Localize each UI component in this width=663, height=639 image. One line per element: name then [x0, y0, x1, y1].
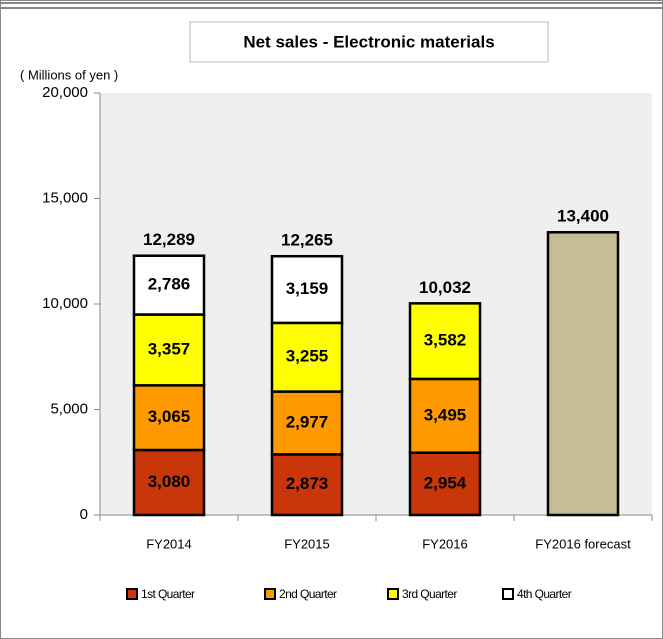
- total-label: 12,289: [143, 230, 195, 249]
- legend-swatch: [387, 588, 399, 600]
- data-label: 13,400: [557, 207, 609, 226]
- chart-title: Net sales - Electronic materials: [243, 32, 494, 51]
- x-tick-label: FY2014: [146, 536, 192, 551]
- data-label: 2,873: [286, 474, 329, 493]
- y-tick-label: 10,000: [42, 295, 88, 312]
- legend-label: 1st Quarter: [141, 587, 195, 601]
- data-label: 3,159: [286, 279, 329, 298]
- bar-segment: [270, 254, 344, 325]
- x-tick-label: FY2015: [284, 536, 330, 551]
- bar-segment: [132, 254, 206, 316]
- bar-segment: [132, 313, 206, 387]
- bar-segment: [408, 377, 482, 454]
- x-tick-label: FY2016 forecast: [535, 536, 631, 551]
- data-label: 2,786: [148, 275, 191, 294]
- title-box: [189, 21, 549, 63]
- legend-label: 4th Quarter: [517, 587, 572, 601]
- data-label: 3,080: [148, 472, 191, 491]
- legend-swatch: [264, 588, 276, 600]
- data-label: 2,954: [424, 473, 467, 492]
- total-label: 10,032: [419, 278, 471, 297]
- bar: [546, 231, 620, 517]
- bar-segment: [408, 302, 482, 381]
- y-tick-label: 5,000: [50, 400, 88, 417]
- data-label: 3,357: [148, 339, 191, 358]
- bar-segment: [132, 384, 206, 452]
- y-tick-label: 20,000: [42, 84, 88, 101]
- legend-swatch: [126, 588, 138, 600]
- legend-swatch: [502, 588, 514, 600]
- y-axis-label: ( Millions of yen ): [20, 67, 118, 82]
- y-tick-label: 0: [80, 506, 88, 523]
- bar-segment: [270, 390, 344, 456]
- data-label: 3,255: [286, 347, 329, 366]
- total-label: 12,265: [281, 231, 333, 250]
- x-tick-label: FY2016: [422, 536, 468, 551]
- y-tick-label: 15,000: [42, 189, 88, 206]
- data-label: 3,495: [424, 405, 467, 424]
- data-label: 3,065: [148, 407, 191, 426]
- legend-label: 3rd Quarter: [402, 587, 457, 601]
- legend-label: 2nd Quarter: [279, 587, 337, 601]
- data-label: 3,582: [424, 331, 467, 350]
- data-label: 2,977: [286, 412, 329, 431]
